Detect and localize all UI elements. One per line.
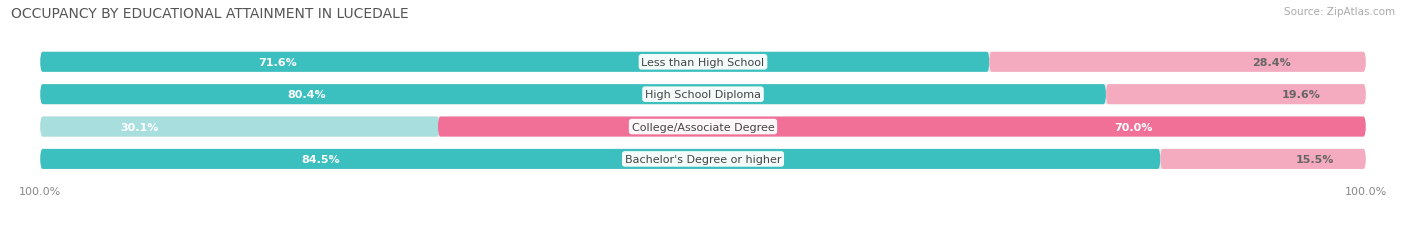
Text: 15.5%: 15.5% xyxy=(1295,154,1334,164)
FancyBboxPatch shape xyxy=(41,117,1365,137)
FancyBboxPatch shape xyxy=(41,85,1107,105)
Text: 84.5%: 84.5% xyxy=(301,154,339,164)
FancyBboxPatch shape xyxy=(41,149,1365,169)
Text: 71.6%: 71.6% xyxy=(259,58,297,67)
FancyBboxPatch shape xyxy=(41,85,1365,105)
FancyBboxPatch shape xyxy=(1107,85,1365,105)
Text: 70.0%: 70.0% xyxy=(1115,122,1153,132)
FancyBboxPatch shape xyxy=(41,117,439,137)
FancyBboxPatch shape xyxy=(41,149,1160,169)
FancyBboxPatch shape xyxy=(41,52,1365,73)
FancyBboxPatch shape xyxy=(990,52,1365,73)
Text: Less than High School: Less than High School xyxy=(641,58,765,67)
Text: 80.4%: 80.4% xyxy=(287,90,326,100)
Text: Source: ZipAtlas.com: Source: ZipAtlas.com xyxy=(1284,7,1395,17)
Text: 28.4%: 28.4% xyxy=(1253,58,1291,67)
Text: OCCUPANCY BY EDUCATIONAL ATTAINMENT IN LUCEDALE: OCCUPANCY BY EDUCATIONAL ATTAINMENT IN L… xyxy=(11,7,409,21)
Text: College/Associate Degree: College/Associate Degree xyxy=(631,122,775,132)
Text: 19.6%: 19.6% xyxy=(1281,90,1320,100)
FancyBboxPatch shape xyxy=(437,117,1365,137)
Text: Bachelor's Degree or higher: Bachelor's Degree or higher xyxy=(624,154,782,164)
Text: 30.1%: 30.1% xyxy=(121,122,159,132)
FancyBboxPatch shape xyxy=(1160,149,1365,169)
FancyBboxPatch shape xyxy=(41,52,990,73)
Text: High School Diploma: High School Diploma xyxy=(645,90,761,100)
